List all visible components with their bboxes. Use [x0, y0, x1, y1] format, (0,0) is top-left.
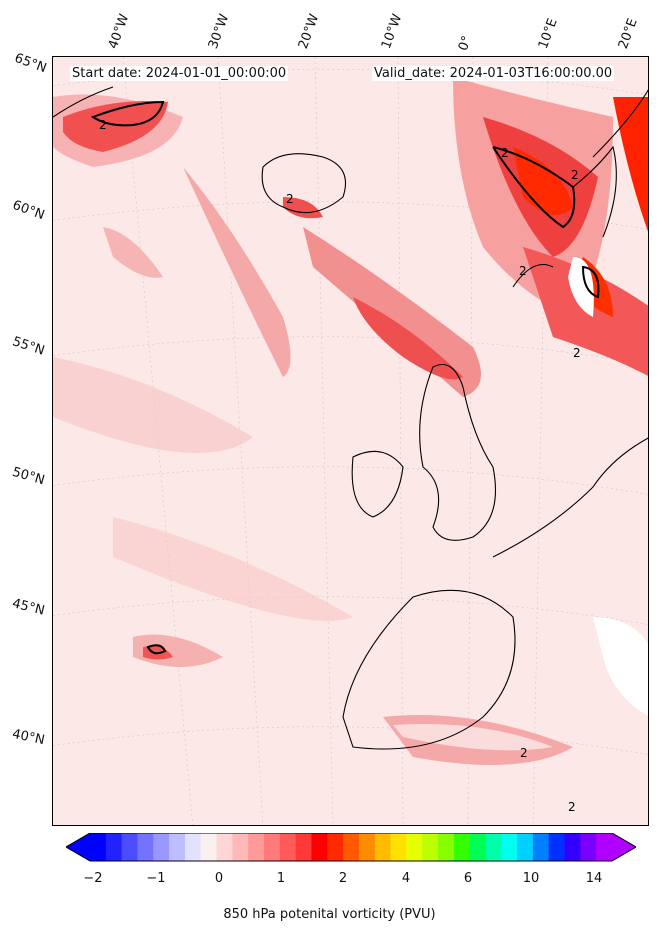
- contour-label: 2: [571, 168, 579, 182]
- map-area: 2 2 2 2 2 2 2 2: [52, 56, 649, 826]
- colorbar-tick-label: 4: [401, 871, 411, 886]
- colorbar-segment: [184, 833, 202, 861]
- longitude-label: 20°W: [295, 12, 323, 51]
- colorbar-segment: [548, 833, 566, 861]
- colorbar-segment: [311, 833, 328, 861]
- colorbar-segment: [248, 833, 265, 861]
- longitude-label: 10°W: [378, 12, 406, 51]
- colorbar-segment: [121, 833, 138, 861]
- contour-label: 2: [99, 118, 107, 132]
- latitude-label: 60°N: [10, 197, 47, 224]
- colorbar-title: 850 hPa potenital vorticity (PVU): [223, 907, 436, 922]
- pv-field-map: 2 2 2 2 2 2 2 2: [53, 57, 648, 825]
- colorbar-segment: [200, 833, 218, 861]
- colorbar-segment: [501, 833, 518, 861]
- colorbar-over-arrow: [612, 833, 636, 861]
- latitude-label: 40°N: [10, 726, 46, 749]
- colorbar-segment: [453, 833, 471, 861]
- pv2-contours: [90, 100, 600, 655]
- colorbar-segment: [422, 833, 439, 861]
- colorbar-tick-label: 14: [585, 871, 603, 886]
- start-date-label: Start date: 2024-01-01_00:00:00: [70, 66, 289, 81]
- colorbar-tick-label: 10: [522, 871, 540, 886]
- colorbar-segment: [358, 833, 376, 861]
- colorbar-segment: [406, 833, 423, 861]
- colorbar-segment: [327, 833, 344, 861]
- colorbar-segment: [485, 833, 502, 861]
- contour-label: 2: [286, 192, 294, 206]
- colorbar-segment: [517, 833, 534, 861]
- latitude-label: 65°N: [12, 50, 49, 77]
- colorbar-segment: [390, 833, 407, 861]
- colorbar-segment: [580, 833, 597, 861]
- colorbar-segment: [169, 833, 186, 861]
- colorbar-segment: [295, 833, 312, 861]
- colorbar-tick-label: 2: [338, 871, 348, 886]
- colorbar: [66, 833, 636, 862]
- colorbar-segment: [374, 833, 392, 861]
- longitude-label: 0°: [455, 33, 476, 53]
- colorbar-tick-label: 6: [463, 871, 473, 886]
- colorbar-segment: [232, 833, 249, 861]
- latitude-label: 55°N: [10, 334, 47, 359]
- colorbar-segment: [105, 833, 123, 861]
- contour-label: 2: [573, 346, 581, 360]
- colorbar-segment: [343, 833, 360, 861]
- colorbar-segment: [596, 833, 613, 861]
- contour-label: 2: [519, 264, 527, 278]
- coastlines: [53, 86, 648, 750]
- contour-label: 2: [520, 746, 528, 760]
- contour-label: 2: [501, 146, 509, 160]
- colorbar-segment: [90, 833, 107, 861]
- colorbar-segment: [564, 833, 581, 861]
- colorbar-segment: [137, 833, 154, 861]
- colorbar-segment: [469, 833, 486, 861]
- colorbar-segment: [216, 833, 233, 861]
- colorbar-segment: [264, 833, 281, 861]
- colorbar-outline: [66, 833, 636, 862]
- longitude-label: 10°E: [535, 16, 561, 51]
- colorbar-tick-label: −1: [146, 871, 166, 886]
- colorbar-under-arrow: [66, 833, 90, 861]
- colorbar-segment: [438, 833, 455, 861]
- colorbar-segment: [153, 833, 170, 861]
- longitude-label: 20°E: [615, 16, 641, 51]
- longitude-label: 30°W: [205, 12, 233, 51]
- latitude-label: 50°N: [10, 464, 47, 489]
- contour-label: 2: [568, 800, 576, 814]
- longitude-label: 40°W: [105, 12, 133, 51]
- contour-label-group: 2 2 2 2 2 2 2 2: [99, 118, 581, 814]
- colorbar-segment: [279, 833, 297, 861]
- valid-date-label: Valid_date: 2024-01-03T16:00:00.00: [372, 66, 615, 81]
- colorbar-tick-label: 1: [276, 871, 286, 886]
- latitude-label: 45°N: [10, 596, 47, 619]
- colorbar-tick-label: −2: [83, 871, 103, 886]
- colorbar-segment: [532, 833, 550, 861]
- colorbar-tick-label: 0: [214, 871, 224, 886]
